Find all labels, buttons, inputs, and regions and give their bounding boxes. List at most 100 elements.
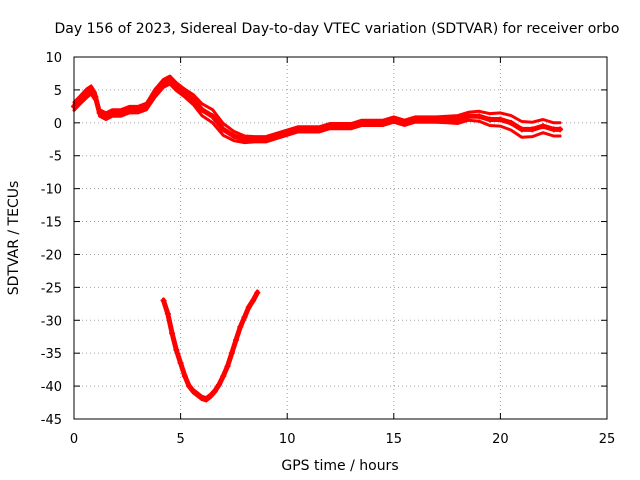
data-point-main-band	[294, 126, 301, 133]
data-point-main-band	[369, 119, 376, 126]
y-tick-label: -15	[41, 216, 62, 231]
data-point-main-band	[126, 106, 133, 113]
data-point-dip-arc	[215, 381, 222, 388]
y-tick-label: -35	[41, 347, 62, 362]
data-point-main-band	[550, 126, 557, 133]
data-point-main-band	[476, 113, 483, 120]
y-tick-label: -5	[49, 150, 62, 165]
data-point-main-band	[433, 116, 440, 123]
data-point-main-band	[241, 136, 248, 143]
data-point-main-band	[220, 126, 227, 133]
data-point-dip-arc	[254, 289, 261, 296]
data-point-main-band	[96, 109, 103, 116]
data-point-main-band	[230, 132, 237, 139]
data-point-dip-arc	[233, 337, 240, 344]
data-point-main-band	[557, 126, 564, 133]
data-point-dip-arc	[181, 373, 188, 380]
data-point-main-band	[160, 80, 167, 87]
data-point-dip-arc	[250, 297, 257, 304]
data-point-main-band	[326, 123, 333, 130]
data-point-main-band	[486, 116, 493, 123]
x-axis-label: GPS time / hours	[281, 458, 398, 474]
data-point-main-band	[284, 129, 291, 136]
data-point-main-band	[444, 116, 451, 123]
y-tick-label: -30	[41, 314, 62, 329]
data-point-dip-arc	[245, 304, 252, 311]
x-tick-label: 25	[599, 432, 616, 447]
y-tick-label: 5	[54, 84, 62, 99]
data-point-main-band	[173, 83, 180, 90]
x-tick-label: 15	[386, 432, 403, 447]
data-point-main-band	[454, 116, 461, 123]
data-point-dip-arc	[173, 346, 180, 353]
chart-title: Day 156 of 2023, Sidereal Day-to-day VTE…	[55, 21, 620, 37]
data-point-dip-arc	[228, 350, 235, 357]
data-point-dip-arc	[194, 391, 201, 398]
data-point-main-band	[422, 116, 429, 123]
data-point-main-band	[117, 109, 124, 116]
series-trace-dip-arc	[161, 290, 260, 402]
x-tick-label: 0	[70, 432, 78, 447]
data-point-main-band	[401, 119, 408, 126]
axis-ticks: 0 5 10 15 20 25 10 5 0 -5 -10 -15 -20 -25 -30 -35 -40 -45	[41, 51, 616, 447]
data-point-main-band	[465, 113, 472, 120]
data-point-main-band	[252, 136, 259, 143]
data-point-main-band	[273, 132, 280, 139]
grid-lines	[74, 57, 607, 419]
data-point-dip-arc	[177, 360, 184, 367]
data-point-dip-arc	[220, 373, 227, 380]
data-point-main-band	[540, 123, 547, 130]
data-point-dip-arc	[198, 394, 205, 401]
data-point-main-band	[109, 109, 116, 116]
y-tick-label: -10	[41, 183, 62, 198]
data-point-main-band	[102, 113, 109, 120]
data-point-main-band	[181, 90, 188, 97]
plot-frame	[73, 56, 608, 420]
data-point-main-band	[305, 126, 312, 133]
y-tick-label: 10	[45, 51, 62, 66]
data-point-main-band	[390, 116, 397, 123]
data-point-main-band	[152, 90, 159, 97]
data-point-main-band	[518, 126, 525, 133]
y-tick-label: -20	[41, 248, 62, 263]
data-point-main-band	[198, 106, 205, 113]
y-tick-label: -25	[41, 281, 62, 296]
data-point-dip-arc	[207, 392, 214, 399]
data-point-main-band	[143, 103, 150, 110]
data-point-dip-arc	[169, 330, 176, 337]
data-point-main-band	[508, 119, 515, 126]
data-point-main-band	[497, 116, 504, 123]
data-point-dip-arc	[224, 363, 231, 370]
data-point-main-band	[88, 86, 95, 93]
data-point-main-band	[77, 96, 84, 103]
data-series	[71, 74, 564, 403]
y-tick-label: 0	[54, 117, 62, 132]
data-point-main-band	[190, 96, 197, 103]
data-point-main-band	[337, 123, 344, 130]
data-point-dip-arc	[186, 383, 193, 390]
data-point-main-band	[412, 116, 419, 123]
x-tick-label: 10	[279, 432, 296, 447]
data-point-main-band	[134, 106, 141, 113]
data-point-dip-arc	[237, 323, 244, 330]
y-tick-label: -40	[41, 380, 62, 395]
data-point-main-band	[92, 93, 99, 100]
data-point-main-band	[380, 119, 387, 126]
data-point-main-band	[166, 77, 173, 84]
data-point-main-band	[209, 113, 216, 120]
data-point-main-band	[529, 126, 536, 133]
data-point-dip-arc	[160, 297, 167, 304]
y-axis-label: SDTVAR / TECUs	[6, 181, 22, 296]
data-point-main-band	[348, 123, 355, 130]
data-point-dip-arc	[203, 396, 210, 403]
data-point-main-band	[316, 126, 323, 133]
data-point-dip-arc	[241, 313, 248, 320]
data-point-main-band	[262, 136, 269, 143]
x-tick-label: 20	[492, 432, 509, 447]
data-point-dip-arc	[190, 388, 197, 395]
data-point-main-band	[358, 119, 365, 126]
x-tick-label: 5	[176, 432, 184, 447]
data-point-main-band	[83, 90, 90, 97]
data-point-dip-arc	[211, 388, 218, 395]
data-point-dip-arc	[164, 310, 171, 317]
